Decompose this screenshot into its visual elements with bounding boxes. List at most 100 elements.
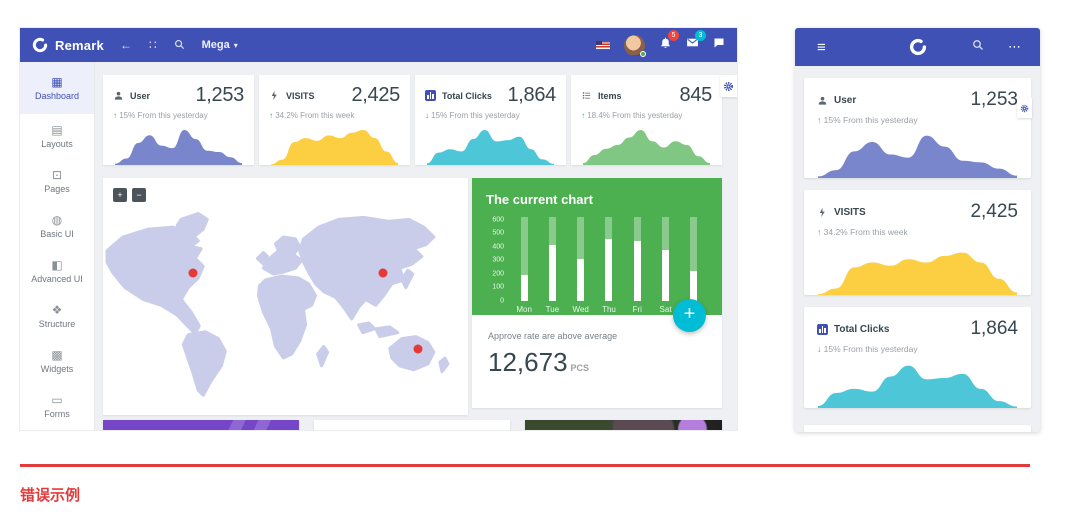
x-tick-label: Sat: [659, 305, 672, 314]
map-zoom-in-button[interactable]: +: [113, 188, 127, 202]
clicks-sparkline: [818, 365, 1017, 408]
stat-card-total-clicks: Total Clicks 1,864 ↓ 15% From this yeste…: [415, 75, 566, 165]
chat-icon: [714, 38, 724, 48]
stat-label: User: [130, 90, 151, 101]
sidebar-item-structure[interactable]: ❖ Structure: [20, 294, 94, 339]
bottom-cards-row: [103, 420, 722, 430]
sidebar-icon: ⊡: [51, 168, 63, 182]
trend-down-icon: ↓: [425, 111, 429, 120]
stat-value: 1,253: [195, 84, 244, 106]
sidebar-item-advanced-ui[interactable]: ◧ Advanced UI: [20, 249, 94, 294]
mobile-dashboard: ≡ ⋯ User: [795, 28, 1040, 432]
y-tick-label: 200: [492, 270, 504, 278]
stat-label: User: [834, 94, 857, 106]
chevron-down-icon: ▾: [233, 40, 238, 50]
stat-value: 1,253: [970, 89, 1018, 110]
photo-card-partial: [525, 420, 722, 430]
y-tick-label: 600: [492, 216, 504, 224]
stat-value: 1,864: [507, 84, 556, 106]
sidebar-item-layouts[interactable]: ▤ Layouts: [20, 114, 94, 159]
x-tick-label: Thu: [602, 305, 616, 314]
bar-tue: [538, 217, 566, 301]
sidebar: ▦ Dashboard ▤ Layouts ⊡ Pages ◍ Basic UI ◧ Advanc…: [20, 62, 95, 430]
mega-menu[interactable]: Mega ▾: [202, 39, 238, 51]
sidebar-icon: ◧: [51, 258, 63, 272]
trend-up-icon: ↑: [269, 111, 273, 120]
current-chart-card: The current chart 0 100 200 300 400 500 600 Mo…: [472, 178, 722, 408]
y-tick-label: 400: [492, 243, 504, 251]
stat-label: VISITS: [286, 90, 315, 101]
bar-chart-icon: [425, 90, 437, 102]
user-icon: [817, 94, 829, 106]
stat-label: Total Clicks: [834, 323, 890, 335]
language-flag-icon[interactable]: [596, 40, 610, 50]
bar-sun: [680, 217, 708, 301]
sidebar-item-forms[interactable]: ▭ Forms: [20, 384, 94, 429]
trend-up-icon: ↑: [581, 111, 585, 120]
add-button[interactable]: +: [673, 299, 706, 332]
y-tick-label: 0: [500, 297, 504, 305]
bar-chart-panel: The current chart 0 100 200 300 400 500 600 Mo…: [472, 178, 722, 315]
sidebar-icon: ▭: [51, 393, 63, 407]
brand[interactable]: Remark: [32, 37, 120, 53]
bar-mon: [510, 217, 538, 301]
messages-button[interactable]: 3: [686, 30, 706, 54]
trend-up-icon: ↑: [817, 227, 822, 237]
settings-button[interactable]: [1017, 98, 1032, 118]
mobile-navbar: ≡ ⋯: [795, 28, 1040, 66]
user-sparkline: [818, 135, 1017, 178]
x-tick-label: Tue: [545, 305, 560, 314]
bar-wed: [567, 217, 595, 301]
hamburger-menu-icon[interactable]: ≡: [817, 38, 826, 56]
y-tick-label: 500: [492, 229, 504, 237]
sidebar-item-basic-ui[interactable]: ◍ Basic UI: [20, 204, 94, 249]
more-options-icon[interactable]: ⋯: [1008, 39, 1022, 54]
sidebar-item-dashboard[interactable]: ▦ Dashboard: [20, 62, 94, 114]
map-zoom-out-button[interactable]: −: [132, 188, 146, 202]
notifications-button[interactable]: 5: [659, 30, 679, 54]
purple-card-partial: [103, 420, 299, 430]
map-marker: [413, 344, 423, 354]
main-content: User 1,253 ↑ 15% From this yesterday VIS…: [95, 62, 737, 430]
sidebar-icon: ▤: [51, 123, 63, 137]
settings-button[interactable]: [720, 75, 737, 97]
chat-button[interactable]: [713, 36, 725, 54]
x-tick-label: Fri: [632, 305, 642, 314]
mobile-card-partial: [804, 425, 1031, 432]
sidebar-item-tables[interactable]: ⊞: [20, 429, 94, 430]
white-card-partial: [314, 420, 510, 430]
sidebar-label: Advanced UI: [31, 274, 83, 284]
top-navbar: Remark ← ∷ Mega ▾ 5: [20, 28, 737, 62]
visits-sparkline: [818, 252, 1017, 295]
stat-label: Items: [598, 90, 622, 101]
envelope-icon: [687, 38, 698, 47]
sidebar-icon: ▦: [51, 74, 63, 89]
stat-card-visits: VISITS 2,425 ↑ 34.2% From this week: [259, 75, 410, 165]
search-icon[interactable]: [174, 39, 185, 52]
x-tick-label: Mon: [516, 305, 532, 314]
search-icon[interactable]: [972, 38, 984, 56]
stat-change: ↑ 15% From this yesterday: [817, 115, 918, 125]
visits-sparkline: [271, 130, 398, 165]
sidebar-label: Structure: [38, 319, 76, 329]
stat-card-user: User 1,253 ↑ 15% From this yesterday: [103, 75, 254, 165]
world-map-card: + −: [103, 178, 468, 415]
bolt-icon: [269, 90, 281, 102]
approve-rate-label: Approve rate are above average: [488, 331, 618, 341]
mobile-stat-card-visits: VISITS 2,425 ↑ 34.2% From this week: [804, 190, 1031, 295]
user-avatar[interactable]: [624, 34, 646, 57]
sidebar-label: Basic UI: [40, 229, 74, 239]
stat-change: ↑ 34.2% From this week: [269, 111, 355, 120]
sidebar-item-widgets[interactable]: ▩ Widgets: [20, 339, 94, 384]
fullscreen-icon[interactable]: ∷: [149, 38, 157, 52]
sidebar-label: Layouts: [41, 139, 73, 149]
y-tick-label: 100: [492, 283, 504, 291]
bar-fri: [623, 217, 651, 301]
back-arrow-icon[interactable]: ←: [120, 38, 132, 52]
red-divider-line: [20, 464, 1030, 467]
chart-bars: [510, 217, 708, 301]
bell-icon: [661, 37, 670, 48]
mobile-stat-card-total-clicks: Total Clicks 1,864 ↓ 15% From this yeste…: [804, 307, 1031, 408]
sidebar-item-pages[interactable]: ⊡ Pages: [20, 159, 94, 204]
